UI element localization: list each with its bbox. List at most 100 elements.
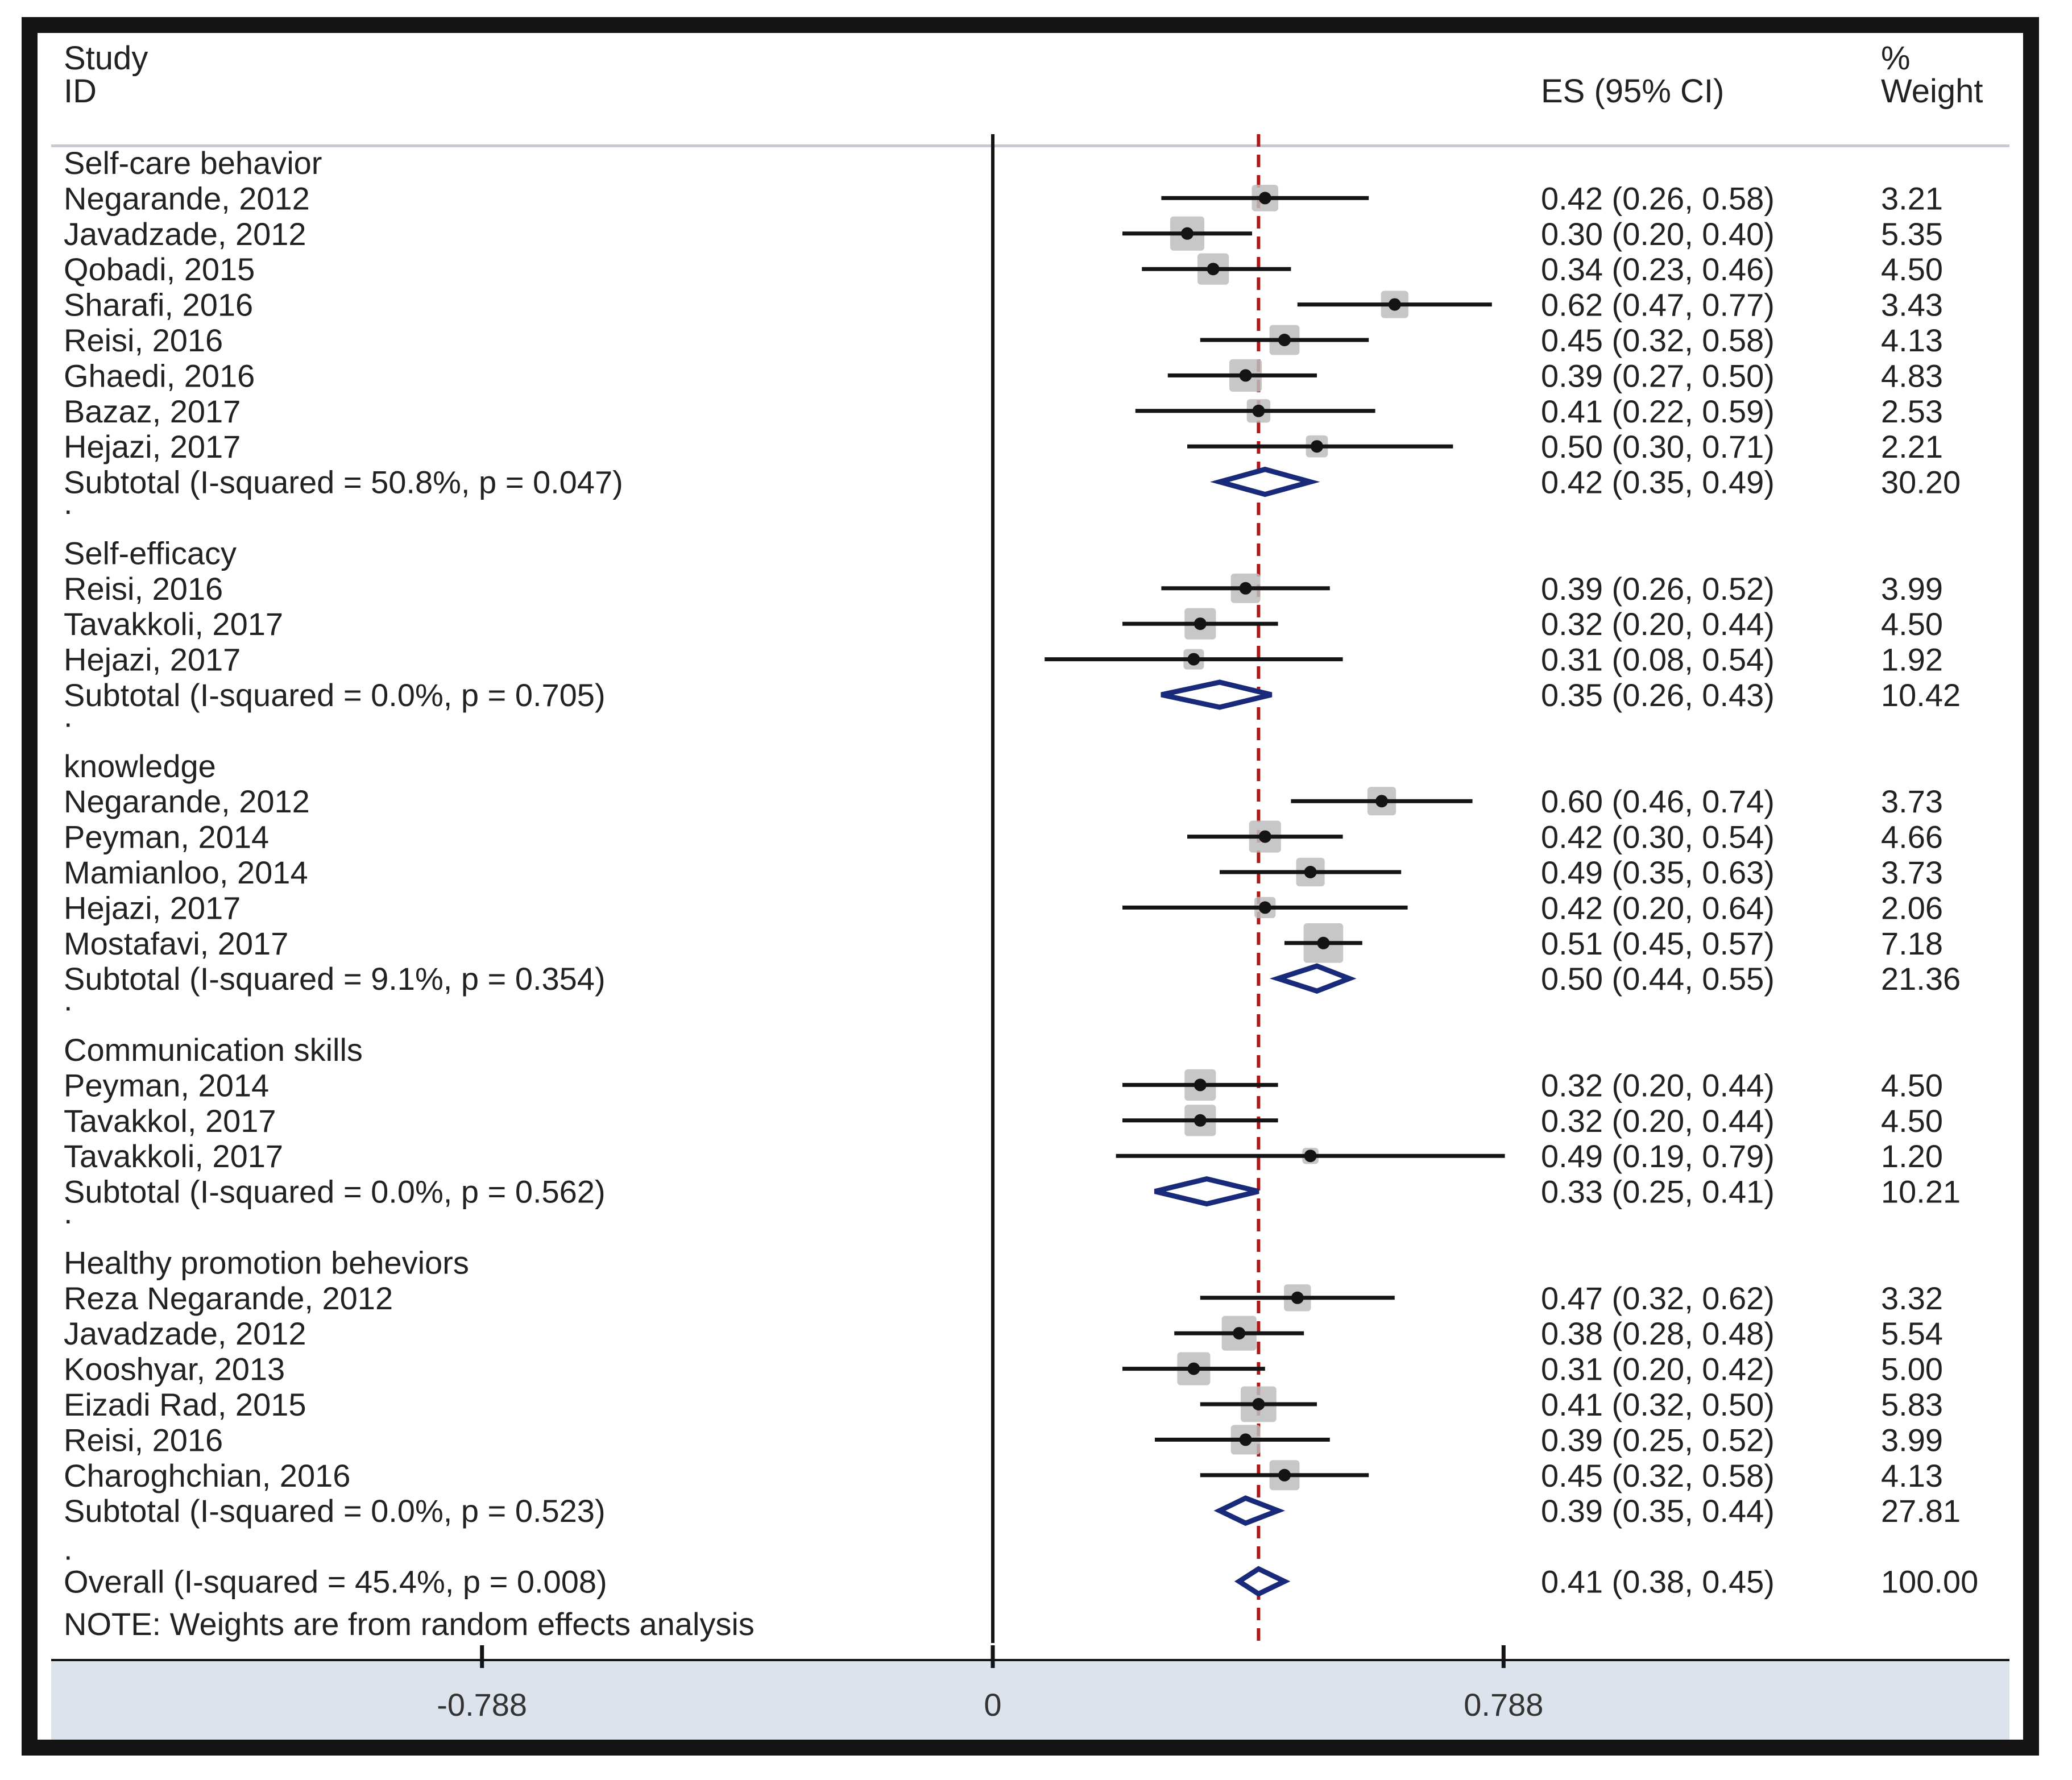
effect-point (1181, 227, 1194, 240)
effect-point (1278, 334, 1291, 346)
study-es-ci: 0.38 (0.28, 0.48) (1541, 1316, 1775, 1351)
study-label: Bazaz, 2017 (64, 393, 241, 429)
header-rule (51, 144, 2009, 147)
subtotal-weight: 30.20 (1881, 464, 1961, 500)
overall-label: Overall (I-squared = 45.4%, p = 0.008) (64, 1564, 607, 1600)
study-label: Kooshyar, 2013 (64, 1351, 285, 1387)
study-label: Eizadi Rad, 2015 (64, 1387, 306, 1422)
study-es-ci: 0.45 (0.32, 0.58) (1541, 322, 1775, 358)
effect-point (1252, 1398, 1265, 1410)
effect-point (1258, 830, 1271, 843)
effect-point (1311, 440, 1323, 453)
study-label: Peyman, 2014 (64, 1067, 269, 1103)
study-es-ci: 0.50 (0.30, 0.71) (1541, 429, 1775, 464)
effect-point (1194, 1078, 1207, 1092)
study-es-ci: 0.45 (0.32, 0.58) (1541, 1458, 1775, 1493)
study-weight: 3.73 (1881, 854, 1943, 890)
weights-note: NOTE: Weights are from random effects an… (64, 1606, 755, 1642)
subtotal-weight: 27.81 (1881, 1493, 1961, 1529)
effect-point (1304, 866, 1317, 878)
effect-point (1239, 369, 1252, 382)
forest-plot-frame (22, 17, 2039, 1756)
effect-point (1258, 192, 1271, 205)
study-weight: 3.99 (1881, 571, 1943, 607)
study-weight: 5.83 (1881, 1387, 1943, 1422)
subtotal-diamond (1269, 963, 1357, 994)
study-weight: 7.18 (1881, 926, 1943, 961)
spacer-dot: . (64, 485, 73, 521)
effect-point (1187, 653, 1200, 666)
study-label: Mostafavi, 2017 (64, 926, 288, 961)
effect-point (1252, 404, 1265, 417)
study-es-ci: 0.39 (0.26, 0.52) (1541, 571, 1775, 607)
group-title: Healthy promotion beheviors (64, 1244, 469, 1280)
axis-band (51, 1659, 2009, 1740)
study-label: Hejazi, 2017 (64, 890, 241, 926)
overall-weight: 100.00 (1881, 1564, 1978, 1600)
overall-es-ci: 0.41 (0.38, 0.45) (1541, 1564, 1775, 1600)
study-es-ci: 0.30 (0.20, 0.40) (1541, 216, 1775, 252)
effect-point (1258, 901, 1271, 914)
study-es-ci: 0.32 (0.20, 0.44) (1541, 1067, 1775, 1103)
subtotal-es-ci: 0.50 (0.44, 0.55) (1541, 961, 1775, 997)
study-es-ci: 0.42 (0.26, 0.58) (1541, 180, 1775, 216)
header-es: ES (95% CI) (1541, 73, 1724, 110)
study-label: Negarande, 2012 (64, 783, 310, 819)
group-title: Self-efficacy (64, 535, 237, 571)
study-label: Reisi, 2016 (64, 571, 223, 607)
study-label: Qobadi, 2015 (64, 251, 255, 287)
subtotal-label: Subtotal (I-squared = 0.0%, p = 0.705) (64, 677, 606, 713)
study-es-ci: 0.41 (0.32, 0.50) (1541, 1387, 1775, 1422)
group-title: Self-care behavior (64, 145, 322, 181)
study-label: Reisi, 2016 (64, 322, 223, 358)
study-es-ci: 0.31 (0.08, 0.54) (1541, 642, 1775, 678)
spacer-dot: . (64, 698, 73, 733)
header-pct: % (1881, 40, 1911, 77)
subtotal-es-ci: 0.39 (0.35, 0.44) (1541, 1493, 1775, 1529)
study-label: Peyman, 2014 (64, 819, 269, 855)
effect-point (1304, 1150, 1317, 1163)
study-weight: 2.53 (1881, 393, 1943, 429)
study-es-ci: 0.39 (0.27, 0.50) (1541, 358, 1775, 393)
study-weight: 3.99 (1881, 1422, 1943, 1458)
spacer-dot: . (64, 982, 73, 1018)
effect-point (1239, 582, 1252, 595)
study-weight: 5.35 (1881, 216, 1943, 252)
study-weight: 2.06 (1881, 890, 1943, 926)
study-weight: 2.21 (1881, 429, 1943, 464)
subtotal-label: Subtotal (I-squared = 0.0%, p = 0.523) (64, 1493, 606, 1529)
effect-point (1278, 1468, 1291, 1482)
study-es-ci: 0.49 (0.19, 0.79) (1541, 1138, 1775, 1174)
study-weight: 1.92 (1881, 642, 1943, 678)
effect-point (1233, 1327, 1246, 1340)
subtotal-es-ci: 0.35 (0.26, 0.43) (1541, 677, 1775, 713)
effect-point (1194, 1114, 1207, 1127)
study-weight: 3.21 (1881, 180, 1943, 216)
study-weight: 4.83 (1881, 358, 1943, 393)
study-weight: 4.13 (1881, 322, 1943, 358)
study-label: Charoghchian, 2016 (64, 1458, 350, 1493)
study-weight: 1.20 (1881, 1138, 1943, 1174)
study-label: Tavakkoli, 2017 (64, 606, 283, 642)
subtotal-weight: 10.42 (1881, 677, 1961, 713)
study-label: Mamianloo, 2014 (64, 854, 308, 890)
study-weight: 4.13 (1881, 1458, 1943, 1493)
study-es-ci: 0.49 (0.35, 0.63) (1541, 854, 1775, 890)
header-weight: Weight (1881, 73, 1983, 110)
study-es-ci: 0.42 (0.20, 0.64) (1541, 890, 1775, 926)
subtotal-diamond (1210, 466, 1320, 497)
study-weight: 5.54 (1881, 1316, 1943, 1351)
study-es-ci: 0.47 (0.32, 0.62) (1541, 1280, 1775, 1316)
study-weight: 5.00 (1881, 1351, 1943, 1387)
subtotal-label: Subtotal (I-squared = 0.0%, p = 0.562) (64, 1174, 606, 1210)
study-label: Tavakkoli, 2017 (64, 1138, 283, 1174)
subtotal-weight: 10.21 (1881, 1174, 1961, 1210)
effect-point (1317, 936, 1330, 949)
study-label: Sharafi, 2016 (64, 287, 253, 323)
study-es-ci: 0.41 (0.22, 0.59) (1541, 393, 1775, 429)
study-label: Reza Negarande, 2012 (64, 1280, 393, 1316)
subtotal-diamond (1161, 679, 1273, 710)
x-tick-label: 0 (984, 1687, 1001, 1723)
study-weight: 3.73 (1881, 783, 1943, 819)
